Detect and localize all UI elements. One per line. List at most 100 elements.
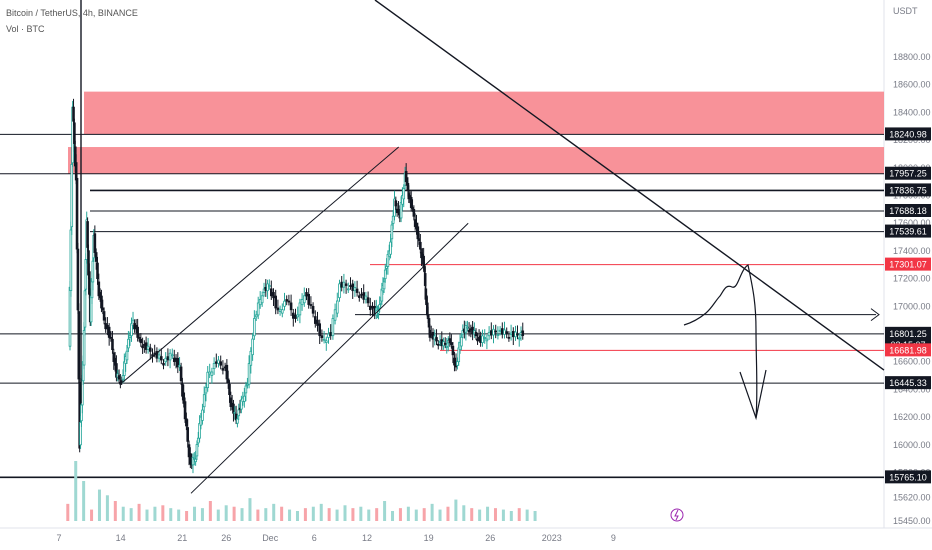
candle-body bbox=[162, 362, 165, 366]
volume-bar bbox=[430, 503, 434, 521]
volume-bar bbox=[97, 489, 101, 521]
candle-body bbox=[390, 224, 394, 240]
candle-body bbox=[287, 300, 291, 303]
price-label: 16801.25 bbox=[889, 329, 927, 339]
y-tick-label: 17200.00 bbox=[893, 274, 931, 284]
price-label-box bbox=[885, 203, 931, 217]
candle-body bbox=[274, 295, 277, 309]
candle-body bbox=[214, 361, 218, 364]
volume-bar bbox=[82, 481, 86, 521]
volume-bar bbox=[161, 505, 165, 521]
volume-bar bbox=[367, 509, 371, 521]
candle-body bbox=[411, 207, 414, 209]
price-label: 16445.33 bbox=[889, 378, 927, 388]
volume-bar bbox=[375, 508, 379, 521]
candle-body bbox=[342, 281, 346, 288]
candle-body bbox=[467, 330, 471, 333]
price-label: 17836.75 bbox=[889, 185, 927, 195]
candle-body bbox=[362, 292, 365, 300]
candle-body bbox=[476, 338, 479, 342]
candle-body bbox=[412, 209, 416, 217]
candle-body bbox=[320, 335, 324, 339]
candle-body bbox=[107, 326, 111, 338]
candle-body bbox=[166, 356, 170, 361]
price-label-box bbox=[885, 470, 931, 484]
candle-body bbox=[164, 357, 168, 363]
volume-bar bbox=[478, 509, 482, 521]
candle-body bbox=[109, 337, 113, 339]
candle-body bbox=[139, 338, 143, 344]
candle-body bbox=[258, 298, 262, 306]
candle-body bbox=[485, 338, 489, 342]
volume-bar bbox=[145, 509, 149, 521]
candle-body bbox=[487, 331, 491, 337]
price-label-box bbox=[885, 127, 931, 141]
candle-body bbox=[466, 326, 469, 329]
candle-body bbox=[83, 290, 87, 328]
candle-body bbox=[206, 371, 210, 389]
candle-body bbox=[494, 330, 497, 333]
candle-body bbox=[460, 336, 463, 347]
candle-body bbox=[204, 387, 208, 394]
lightning-icon bbox=[670, 508, 684, 522]
candle-body bbox=[516, 333, 519, 336]
candle-body bbox=[272, 292, 275, 299]
candle-body bbox=[91, 260, 95, 283]
volume-bar bbox=[359, 506, 363, 521]
price-label: 17301.07 bbox=[889, 260, 927, 270]
supply-zone bbox=[68, 147, 884, 174]
y-tick-label: 17400.00 bbox=[893, 246, 931, 256]
candle-body bbox=[338, 283, 341, 299]
supply-zone bbox=[84, 91, 884, 135]
candle-body bbox=[496, 334, 500, 336]
volume-bar bbox=[319, 503, 323, 521]
candle-body bbox=[436, 343, 440, 346]
candle-body bbox=[309, 304, 313, 306]
candle-body bbox=[353, 287, 357, 292]
candle-body bbox=[327, 333, 330, 338]
candle-body bbox=[368, 305, 372, 311]
candle-body bbox=[121, 375, 125, 380]
candle-body bbox=[217, 359, 220, 364]
candle-body bbox=[483, 337, 486, 339]
candle-body bbox=[196, 437, 200, 444]
candle-body bbox=[146, 345, 150, 350]
volume-bar bbox=[351, 508, 355, 521]
volume-bar bbox=[216, 509, 220, 521]
candle-body bbox=[84, 259, 88, 290]
volume-bar bbox=[327, 508, 331, 521]
candle-body bbox=[243, 395, 246, 402]
candle-body bbox=[489, 330, 493, 336]
candle-body bbox=[249, 350, 253, 366]
candle-body bbox=[221, 368, 225, 371]
candle-body bbox=[322, 338, 326, 341]
candle-body bbox=[305, 292, 308, 297]
candle-body bbox=[492, 328, 495, 336]
candle-body bbox=[86, 221, 89, 248]
volume-bar bbox=[501, 509, 505, 521]
y-tick-label: 17000.00 bbox=[893, 301, 931, 311]
candle-body bbox=[464, 325, 468, 333]
candle-body bbox=[340, 281, 343, 288]
volume-bar bbox=[383, 501, 387, 521]
candle-body bbox=[228, 383, 231, 396]
candle-body bbox=[69, 229, 73, 291]
candle-body bbox=[335, 300, 339, 314]
channel-upper-line bbox=[122, 146, 400, 383]
candle-body bbox=[76, 248, 80, 311]
candle-body bbox=[456, 361, 459, 366]
y-tick-label: 16400.00 bbox=[893, 384, 931, 394]
candle-body bbox=[474, 331, 478, 337]
x-tick-label: 7 bbox=[56, 533, 61, 543]
volume-bar bbox=[90, 509, 94, 521]
arrow-right-icon bbox=[870, 308, 880, 322]
arrow-down-icon bbox=[739, 369, 767, 421]
y-tick-label: 16200.00 bbox=[893, 412, 931, 422]
candle-body bbox=[318, 323, 321, 337]
candle-body bbox=[240, 399, 243, 410]
x-tick-label: 19 bbox=[424, 533, 434, 543]
volume-bar bbox=[280, 506, 284, 521]
candle-body bbox=[349, 285, 352, 287]
x-tick-label: 12 bbox=[362, 533, 372, 543]
